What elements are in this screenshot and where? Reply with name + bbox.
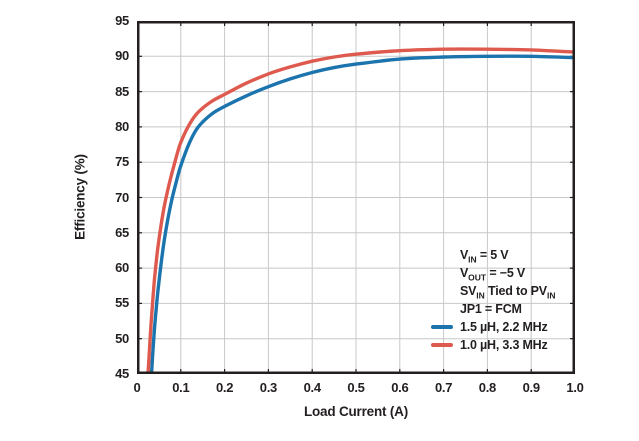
- conditions-and-legend: VIN = 5 V VOUT = −5 V SVIN Tied to PVIN JP1…: [431, 246, 555, 354]
- y-tick-label: 95: [115, 13, 129, 28]
- condition-line-text: SVIN Tied to PVIN: [460, 284, 556, 301]
- condition-line: VIN = 5 V: [431, 246, 555, 264]
- y-tick-label: 65: [115, 224, 129, 240]
- y-axis-title: Efficiency (%): [72, 154, 88, 240]
- legend-entry-text: 1.5 µH, 2.2 MHz: [460, 320, 548, 334]
- condition-line: SVIN Tied to PVIN: [431, 282, 555, 300]
- y-tick-label: 85: [115, 83, 129, 99]
- x-axis-title: Load Current (A): [303, 404, 409, 419]
- x-tick-label: 0.6: [391, 380, 409, 395]
- y-tick-label: 60: [115, 260, 129, 276]
- x-tick-label: 0.2: [216, 380, 234, 395]
- legend-entry-text: 1.0 µH, 3.3 MHz: [460, 338, 548, 352]
- y-tick-label: 50: [115, 330, 129, 346]
- series-curve-0: [149, 54, 575, 374]
- legend-line-swatch: [431, 343, 453, 347]
- y-tick-label: 75: [115, 154, 129, 170]
- y-tick-label: 70: [115, 189, 129, 205]
- plot-frame: [137, 21, 575, 374]
- y-tick-label: 45: [115, 366, 129, 381]
- y-tick-label: 90: [115, 48, 129, 64]
- legend-entry: 1.0 µH, 3.3 MHz: [431, 336, 555, 354]
- series-curve-1: [146, 47, 575, 374]
- condition-line: VOUT = −5 V: [431, 264, 555, 282]
- condition-line-text: VIN = 5 V: [460, 248, 509, 265]
- x-tick-label: 0: [133, 380, 141, 395]
- y-tick-label: 80: [115, 118, 129, 134]
- x-tick-label: 1.0: [566, 380, 584, 395]
- x-tick-label: 0.1: [172, 380, 190, 395]
- y-tick-label: 55: [115, 295, 129, 311]
- x-tick-label: 0.5: [347, 380, 365, 395]
- plot-area: VIN = 5 V VOUT = −5 V SVIN Tied to PVIN JP1…: [137, 21, 575, 374]
- x-tick-label: 0.3: [259, 380, 277, 395]
- x-tick-label: 0.4: [303, 380, 321, 395]
- condition-line: JP1 = FCM: [431, 300, 555, 318]
- condition-line-text: JP1 = FCM: [460, 302, 522, 316]
- chart-canvas: [137, 21, 575, 374]
- legend-entry: 1.5 µH, 2.2 MHz: [431, 318, 555, 336]
- legend-line-swatch: [431, 325, 453, 329]
- condition-line-text: VOUT = −5 V: [460, 266, 526, 283]
- x-tick-label: 0.7: [435, 380, 453, 395]
- x-tick-label: 0.9: [522, 380, 540, 395]
- x-tick-label: 0.8: [478, 380, 496, 395]
